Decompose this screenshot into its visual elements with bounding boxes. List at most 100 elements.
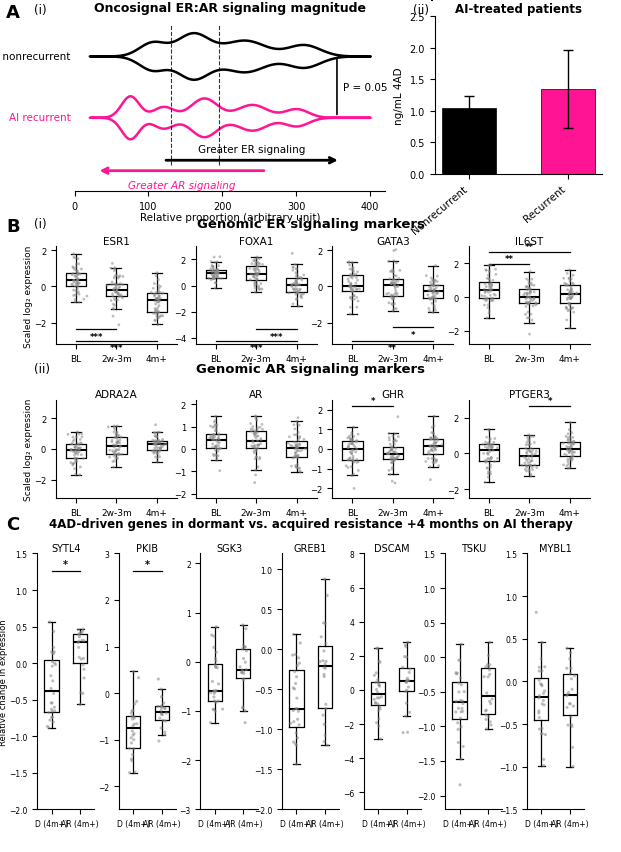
Point	[486, 277, 496, 291]
Point	[428, 279, 438, 293]
Point	[351, 284, 361, 297]
Point	[110, 447, 120, 461]
Point	[77, 428, 87, 441]
Point	[153, 293, 163, 307]
Point	[68, 279, 78, 292]
Point	[47, 711, 57, 724]
Point	[524, 457, 533, 470]
Point	[484, 710, 494, 723]
Point	[451, 667, 461, 681]
Point	[126, 706, 136, 720]
Point	[488, 292, 498, 306]
Point	[431, 448, 441, 462]
Point	[487, 440, 497, 454]
Point	[251, 463, 261, 477]
Point	[215, 464, 225, 478]
Point	[156, 682, 166, 696]
Point	[254, 283, 264, 296]
Title: GATA3: GATA3	[376, 236, 410, 246]
Point	[208, 430, 218, 444]
Point	[373, 691, 383, 705]
Point	[288, 682, 298, 695]
Point	[79, 634, 89, 648]
Point	[106, 262, 116, 275]
Title: PKIB: PKIB	[137, 543, 158, 553]
Point	[154, 290, 164, 303]
Point	[565, 440, 575, 454]
Point	[109, 302, 119, 316]
Point	[216, 442, 226, 456]
Point	[319, 668, 329, 682]
Point	[105, 444, 115, 458]
Point	[563, 279, 573, 292]
Point	[71, 444, 81, 458]
Point	[283, 437, 293, 451]
Point	[348, 262, 358, 275]
Point	[487, 693, 497, 706]
Point	[209, 273, 219, 286]
Point	[150, 451, 160, 464]
Point	[158, 287, 168, 301]
Point	[252, 256, 261, 270]
Point	[564, 264, 574, 278]
Point	[433, 279, 443, 293]
Point	[110, 262, 120, 276]
Point	[480, 475, 490, 489]
Point	[291, 439, 301, 452]
Point	[485, 668, 495, 682]
Point	[492, 441, 502, 455]
Title: GREB1: GREB1	[294, 543, 327, 553]
Title: AR: AR	[249, 389, 263, 400]
Point	[208, 421, 218, 435]
Point	[347, 285, 356, 298]
Point	[483, 438, 493, 452]
Text: A: A	[6, 4, 20, 22]
Point	[481, 264, 491, 278]
Point	[388, 266, 398, 279]
Point	[458, 705, 468, 718]
Point	[149, 444, 159, 458]
Point	[520, 308, 530, 322]
Point	[73, 448, 83, 462]
Point	[292, 441, 302, 455]
Point	[74, 438, 84, 452]
Point	[567, 302, 577, 316]
Point	[103, 421, 113, 435]
Point	[562, 314, 572, 327]
Point	[488, 438, 498, 452]
Point	[534, 706, 544, 720]
Point	[401, 676, 411, 689]
Point	[107, 257, 117, 271]
Point	[111, 438, 121, 452]
Point	[294, 438, 304, 452]
Point	[127, 724, 137, 738]
Point	[430, 430, 440, 444]
Text: (ii): (ii)	[34, 362, 50, 375]
Point	[481, 660, 491, 674]
Point	[430, 290, 440, 303]
Point	[375, 656, 385, 670]
Point	[484, 280, 494, 294]
Point	[156, 701, 166, 715]
Point	[45, 713, 55, 727]
Point	[69, 276, 79, 290]
Point	[116, 431, 126, 445]
Point	[564, 272, 574, 285]
Point	[211, 646, 221, 659]
Point	[78, 687, 88, 700]
Point	[245, 262, 255, 276]
Point	[70, 289, 80, 302]
Text: *: *	[63, 559, 68, 569]
Point	[562, 302, 572, 315]
Point	[523, 297, 533, 311]
Point	[69, 289, 79, 302]
Point	[70, 452, 79, 465]
Point	[152, 443, 161, 457]
Point	[401, 638, 410, 652]
Point	[116, 278, 125, 291]
Point	[154, 296, 164, 309]
Point	[147, 445, 157, 458]
Point	[209, 429, 219, 442]
Point	[71, 431, 81, 445]
Point	[343, 256, 353, 269]
